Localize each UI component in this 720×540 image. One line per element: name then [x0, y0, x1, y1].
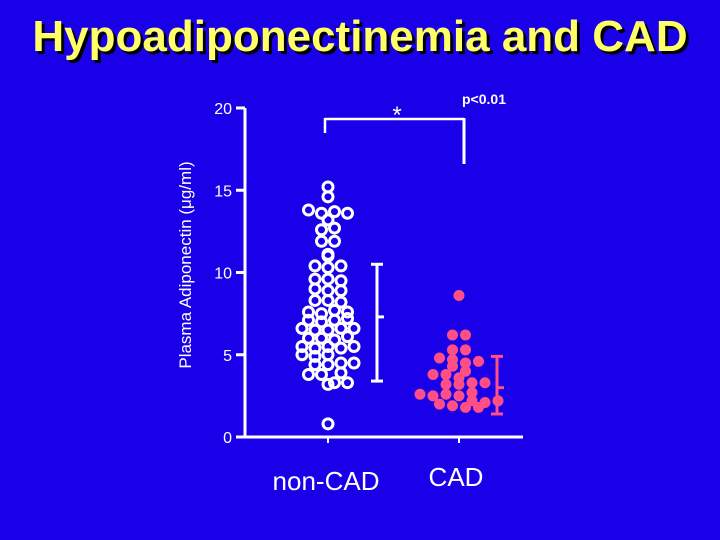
data-point-non-cad: [308, 293, 322, 307]
data-point-non-cad: [302, 203, 315, 217]
data-point-non-cad: [334, 295, 348, 309]
y-tick-label-20: 20: [214, 101, 232, 118]
y-axis-label: Plasma Adiponectin (μg/ml): [176, 161, 195, 368]
data-point-cad: [466, 387, 478, 399]
data-point-non-cad: [347, 321, 361, 335]
data-point-non-cad: [347, 340, 361, 354]
y-ticks: [236, 106, 245, 439]
data-point-non-cad: [341, 376, 354, 390]
data-point-non-cad: [321, 377, 335, 391]
y-tick-label-15: 15: [214, 183, 232, 200]
data-point-cad: [447, 329, 458, 341]
data-point-cad: [434, 352, 445, 364]
data-point-non-cad: [308, 349, 322, 363]
y-tick-label-5: 5: [223, 348, 232, 365]
data-points: [295, 180, 504, 431]
data-point-cad: [414, 388, 426, 400]
data-point-cad: [447, 354, 458, 366]
x-category-label-non-cad: non-CAD: [273, 466, 380, 496]
data-point-non-cad: [328, 205, 341, 219]
x-category-label-cad: CAD: [429, 462, 484, 492]
data-point-non-cad: [315, 307, 328, 321]
data-point-cad: [453, 390, 465, 402]
data-point-non-cad: [308, 341, 322, 355]
data-point-cad: [473, 355, 484, 367]
data-point-non-cad: [302, 367, 315, 381]
data-point-cad: [427, 368, 439, 380]
data-point-non-cad: [328, 234, 341, 248]
data-point-cad: [479, 377, 491, 389]
data-point-cad: [460, 357, 471, 369]
x-ticks: [327, 437, 460, 443]
data-point-non-cad: [341, 206, 354, 220]
data-point-non-cad: [321, 284, 335, 298]
data-point-cad: [466, 377, 478, 389]
data-point-cad: [460, 329, 471, 341]
data-point-non-cad: [328, 221, 341, 235]
data-point-cad: [460, 401, 471, 413]
data-point-cad: [447, 344, 458, 356]
data-point-non-cad: [321, 261, 335, 275]
data-point-non-cad: [315, 234, 328, 248]
data-point-non-cad: [334, 274, 348, 288]
data-point-non-cad: [328, 303, 341, 317]
data-point-non-cad: [347, 356, 361, 370]
data-point-cad: [453, 290, 465, 302]
data-point-cad: [440, 368, 452, 380]
data-point-cad: [460, 344, 471, 356]
data-point-non-cad: [334, 341, 348, 355]
data-point-non-cad: [315, 223, 328, 237]
data-point-non-cad: [295, 340, 309, 354]
data-point-non-cad: [302, 331, 315, 345]
data-point-cad: [434, 398, 445, 410]
axes: [243, 108, 523, 439]
data-point-non-cad: [341, 312, 354, 326]
data-point-non-cad: [328, 376, 341, 390]
error-bars: [371, 262, 504, 416]
data-point-cad: [440, 378, 452, 390]
data-point-non-cad: [341, 330, 354, 344]
p-value-label: p<0.01: [462, 91, 506, 107]
data-point-non-cad: [315, 367, 328, 381]
data-point-cad: [440, 388, 452, 400]
data-point-non-cad: [315, 206, 328, 220]
data-point-non-cad: [302, 305, 315, 319]
data-point-cad: [453, 372, 465, 384]
data-point-non-cad: [315, 315, 328, 329]
data-point-non-cad: [334, 321, 348, 335]
data-point-non-cad: [308, 259, 322, 273]
significance-bracket: [323, 117, 466, 164]
data-point-non-cad: [308, 272, 322, 286]
data-point-non-cad: [295, 348, 309, 362]
data-point-non-cad: [321, 417, 335, 431]
data-point-non-cad: [334, 259, 348, 273]
data-point-non-cad: [328, 333, 341, 347]
data-point-non-cad: [308, 323, 322, 337]
data-point-cad: [447, 400, 458, 412]
data-point-cad: [479, 396, 491, 408]
data-point-non-cad: [334, 356, 348, 370]
data-point-non-cad: [341, 305, 354, 319]
data-point-non-cad: [308, 358, 322, 372]
y-tick-label-0: 0: [223, 430, 232, 447]
data-point-non-cad: [302, 313, 315, 327]
data-point-non-cad: [321, 340, 335, 354]
data-point-non-cad: [321, 348, 335, 362]
slide-title: Hypoadiponectinemia and CAD: [32, 12, 688, 61]
data-point-cad: [427, 390, 439, 402]
data-point-non-cad: [321, 213, 335, 227]
significance-asterisk: *: [392, 102, 401, 129]
data-point-non-cad: [315, 331, 328, 345]
data-point-non-cad: [295, 321, 309, 335]
data-point-non-cad: [321, 272, 335, 286]
y-tick-labels: 0 5 10 15 20: [214, 101, 232, 447]
data-point-non-cad: [321, 180, 335, 194]
data-point-non-cad: [321, 247, 335, 261]
y-tick-label-10: 10: [214, 266, 232, 283]
data-point-non-cad: [321, 323, 335, 337]
